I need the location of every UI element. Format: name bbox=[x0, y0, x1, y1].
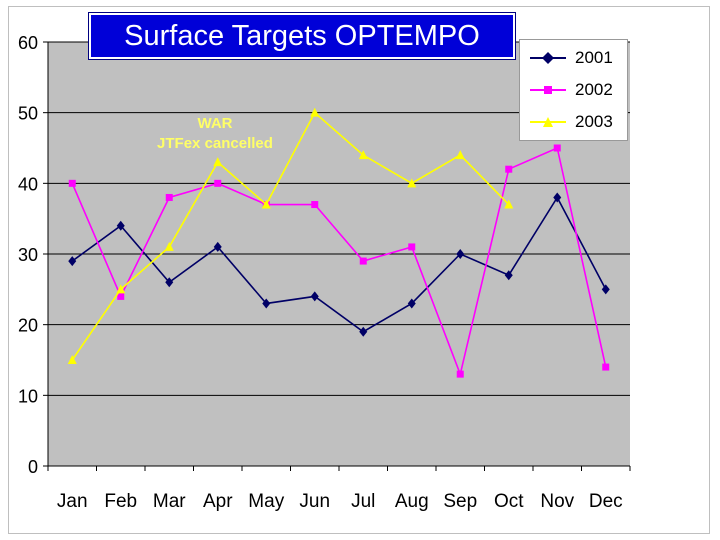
data-point-2001 bbox=[213, 241, 222, 252]
data-point-2003 bbox=[310, 107, 320, 117]
y-axis: 0 10 20 30 40 50 60 bbox=[18, 33, 49, 477]
data-point-2003 bbox=[116, 284, 126, 294]
legend-marker-2001 bbox=[542, 52, 554, 64]
x-tick-label: Nov bbox=[540, 491, 574, 512]
legend-label-2001: 2001 bbox=[575, 48, 613, 67]
annotation-line-1: WAR bbox=[197, 115, 233, 132]
data-point-2003 bbox=[261, 199, 271, 209]
data-point-2001 bbox=[310, 291, 319, 302]
series-layer bbox=[67, 107, 610, 378]
series-2002 bbox=[68, 144, 610, 378]
x-tick-label: Aug bbox=[395, 491, 429, 512]
x-tick-label: Sep bbox=[443, 491, 477, 512]
data-point-2003 bbox=[455, 150, 465, 160]
legend-item-2001: 2001 bbox=[520, 43, 629, 73]
data-point-2001 bbox=[456, 249, 465, 259]
x-tick-label: Oct bbox=[494, 491, 524, 512]
series-line-2001 bbox=[71, 195, 607, 333]
chart-title: Surface Targets OPTEMPO bbox=[88, 12, 516, 60]
data-point-2003 bbox=[504, 199, 514, 209]
data-point-2001 bbox=[165, 277, 174, 288]
legend-label-2003: 2003 bbox=[575, 112, 613, 131]
data-point-2001 bbox=[359, 326, 368, 337]
series-line-2002 bbox=[71, 146, 607, 377]
legend: 2001 2002 2003 bbox=[519, 39, 628, 141]
data-point-2003 bbox=[407, 178, 417, 188]
data-point-2001 bbox=[407, 298, 416, 309]
y-tick-label: 0 bbox=[28, 457, 38, 477]
y-tick-label: 30 bbox=[18, 245, 38, 265]
x-tick-label: Jan bbox=[57, 491, 88, 512]
data-point-2001 bbox=[262, 298, 271, 309]
data-point-2001 bbox=[68, 256, 77, 267]
x-tick-label: Apr bbox=[203, 491, 233, 512]
series-2003 bbox=[67, 107, 514, 364]
x-tick-label: Feb bbox=[104, 491, 137, 512]
data-point-2002 bbox=[359, 257, 367, 265]
data-point-2002 bbox=[68, 179, 76, 187]
y-tick-label: 60 bbox=[18, 33, 38, 53]
legend-item-2003: 2003 bbox=[520, 107, 629, 137]
data-point-2001 bbox=[504, 270, 513, 281]
annotation-line-2: JTFex cancelled bbox=[157, 135, 273, 152]
x-tick-label: Jun bbox=[299, 491, 330, 512]
y-tick-label: 50 bbox=[18, 104, 38, 124]
x-axis: Jan Feb Mar Apr May Jun Jul Aug Sep Oct Nov Dec bbox=[47, 465, 631, 512]
x-tick-label: Dec bbox=[589, 491, 623, 512]
y-tick-label: 20 bbox=[18, 316, 38, 336]
data-point-2002 bbox=[165, 193, 173, 201]
data-point-2002 bbox=[553, 144, 561, 152]
data-point-2002 bbox=[602, 363, 610, 371]
data-point-2002 bbox=[214, 179, 222, 187]
series-2001 bbox=[68, 192, 610, 337]
y-tick-label: 40 bbox=[18, 174, 38, 194]
data-point-2003 bbox=[67, 355, 77, 364]
data-point-2003 bbox=[213, 157, 223, 167]
data-point-2002 bbox=[408, 243, 416, 251]
legend-item-2002: 2002 bbox=[520, 75, 629, 105]
series-line-2003 bbox=[71, 111, 510, 361]
legend-marker-2002 bbox=[544, 86, 552, 94]
x-tick-label: May bbox=[248, 491, 284, 512]
data-point-2002 bbox=[311, 201, 319, 209]
legend-label-2002: 2002 bbox=[575, 80, 613, 99]
legend-marker-2003 bbox=[543, 117, 553, 127]
data-point-2002 bbox=[456, 370, 464, 378]
y-tick-label: 10 bbox=[18, 386, 38, 406]
data-point-2001 bbox=[601, 284, 610, 295]
data-point-2001 bbox=[116, 220, 125, 231]
data-point-2002 bbox=[505, 165, 513, 173]
x-tick-label: Jul bbox=[351, 491, 375, 512]
data-point-2002 bbox=[117, 292, 125, 300]
war-annotation: WAR JTFex cancelled bbox=[140, 114, 290, 154]
x-tick-label: Mar bbox=[153, 491, 186, 512]
data-point-2003 bbox=[358, 150, 368, 160]
data-point-2001 bbox=[553, 192, 562, 203]
data-point-2003 bbox=[164, 241, 174, 251]
